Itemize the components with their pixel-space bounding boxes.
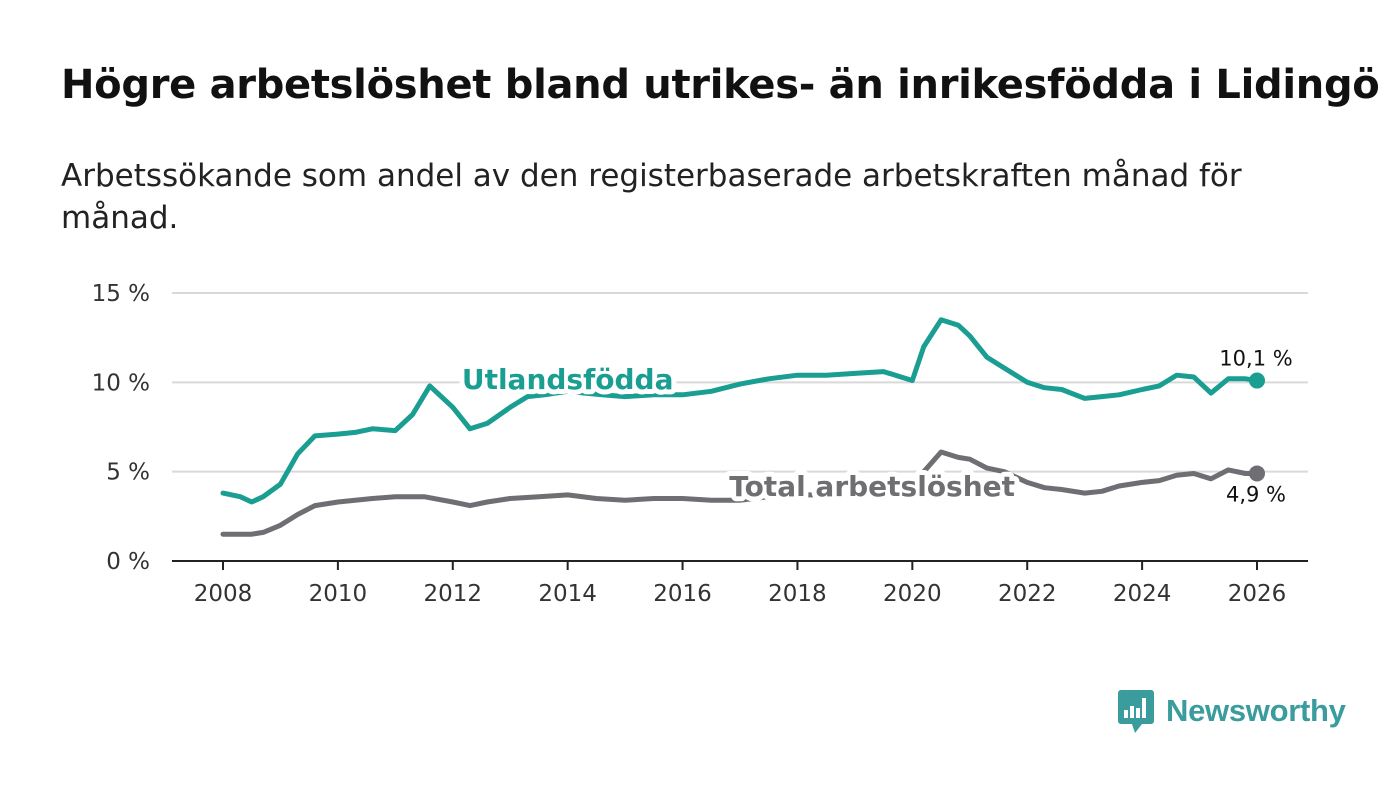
x-tick-label: 2012 <box>424 581 483 607</box>
y-tick-label: 0 % <box>106 549 150 575</box>
brand-name: Newsworthy <box>1166 693 1346 728</box>
series-end-marker <box>1249 465 1265 482</box>
x-tick-label: 2014 <box>538 581 597 607</box>
x-tick-label: 2018 <box>768 581 827 607</box>
y-tick-label: 5 % <box>106 460 150 486</box>
series-inline-label: Utlandsfödda <box>462 363 674 396</box>
series-lines <box>220 317 1265 537</box>
chart-title: Högre arbetslöshet bland utrikes- än inr… <box>61 62 1380 108</box>
series-end-value-label: 10,1 % <box>1219 347 1292 371</box>
x-tick-label: 2016 <box>653 581 712 607</box>
chart-subtitle: Arbetssökande som andel av den registerb… <box>61 158 1242 236</box>
y-tick-label: 15 % <box>92 281 150 307</box>
x-tick-label: 2008 <box>194 581 253 607</box>
x-tick-label: 2024 <box>1113 581 1172 607</box>
series-line-utlandsfodda <box>220 317 1260 505</box>
x-tick-label: 2026 <box>1228 581 1287 607</box>
axes: 0 % 5 % 10 % 15 % 2008 2010 2012 2014 2016 2018 20… <box>92 281 1308 607</box>
y-tick-label: 10 % <box>92 370 150 396</box>
series-labels: 10,1 % 4,9 % Utlandsfödda Total arbetslöshe… <box>457 347 1293 508</box>
series-inline-label: Total arbetslöshet <box>729 470 1015 503</box>
x-tick-label: 2020 <box>883 581 942 607</box>
newsworthy-brand: Newsworthy <box>1118 688 1346 734</box>
series-line-total <box>220 449 1260 537</box>
series-end-value-label: 4,9 % <box>1226 482 1286 506</box>
newsworthy-logo-icon <box>1118 690 1154 733</box>
x-tick-label: 2022 <box>998 581 1057 607</box>
x-tick-label: 2010 <box>309 581 368 607</box>
series-end-marker <box>1249 372 1265 389</box>
